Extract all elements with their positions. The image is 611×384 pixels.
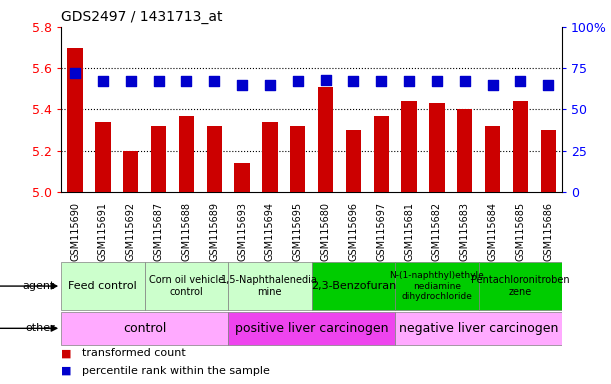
Bar bbox=[235, 163, 250, 192]
Bar bbox=[61, 262, 145, 310]
Text: ■: ■ bbox=[61, 366, 71, 376]
Text: agent: agent bbox=[23, 281, 55, 291]
Point bbox=[293, 78, 302, 84]
Point bbox=[265, 82, 275, 88]
Bar bbox=[123, 151, 138, 192]
Point bbox=[488, 82, 497, 88]
Point bbox=[376, 78, 386, 84]
Point bbox=[153, 78, 163, 84]
Text: Corn oil vehicle
control: Corn oil vehicle control bbox=[148, 275, 224, 297]
Bar bbox=[478, 262, 562, 310]
Bar bbox=[228, 262, 312, 310]
Bar bbox=[541, 130, 556, 192]
Bar bbox=[95, 122, 111, 192]
Bar bbox=[151, 126, 166, 192]
Point bbox=[460, 78, 470, 84]
Bar bbox=[262, 122, 277, 192]
Bar bbox=[228, 312, 395, 345]
Text: Pentachloronitroben
zene: Pentachloronitroben zene bbox=[471, 275, 569, 297]
Text: control: control bbox=[123, 322, 166, 335]
Text: ■: ■ bbox=[61, 348, 71, 358]
Bar bbox=[290, 126, 306, 192]
Point bbox=[98, 78, 108, 84]
Bar bbox=[395, 262, 478, 310]
Point bbox=[432, 78, 442, 84]
Bar bbox=[513, 101, 528, 192]
Bar bbox=[373, 116, 389, 192]
Bar bbox=[312, 262, 395, 310]
Text: Feed control: Feed control bbox=[68, 281, 137, 291]
Point bbox=[126, 78, 136, 84]
Bar bbox=[61, 312, 228, 345]
Point bbox=[237, 82, 247, 88]
Point bbox=[543, 82, 553, 88]
Point bbox=[404, 78, 414, 84]
Text: transformed count: transformed count bbox=[82, 348, 186, 358]
Text: percentile rank within the sample: percentile rank within the sample bbox=[82, 366, 270, 376]
Bar bbox=[318, 87, 333, 192]
Point bbox=[70, 70, 80, 76]
Bar bbox=[346, 130, 361, 192]
Point bbox=[321, 77, 331, 83]
Bar bbox=[67, 48, 82, 192]
Bar bbox=[145, 262, 228, 310]
Bar bbox=[457, 109, 472, 192]
Text: 1,5-Naphthalenedia
mine: 1,5-Naphthalenedia mine bbox=[221, 275, 318, 297]
Point bbox=[210, 78, 219, 84]
Text: positive liver carcinogen: positive liver carcinogen bbox=[235, 322, 389, 335]
Point bbox=[348, 78, 358, 84]
Bar bbox=[429, 103, 445, 192]
Text: negative liver carcinogen: negative liver carcinogen bbox=[399, 322, 558, 335]
Bar bbox=[395, 312, 562, 345]
Text: other: other bbox=[25, 323, 55, 333]
Text: GDS2497 / 1431713_at: GDS2497 / 1431713_at bbox=[61, 10, 222, 25]
Text: 2,3-Benzofuran: 2,3-Benzofuran bbox=[311, 281, 396, 291]
Point bbox=[181, 78, 191, 84]
Text: N-(1-naphthyl)ethyle
nediamine
dihydrochloride: N-(1-naphthyl)ethyle nediamine dihydroch… bbox=[389, 271, 485, 301]
Bar bbox=[207, 126, 222, 192]
Bar bbox=[178, 116, 194, 192]
Bar bbox=[485, 126, 500, 192]
Bar bbox=[401, 101, 417, 192]
Point bbox=[516, 78, 525, 84]
